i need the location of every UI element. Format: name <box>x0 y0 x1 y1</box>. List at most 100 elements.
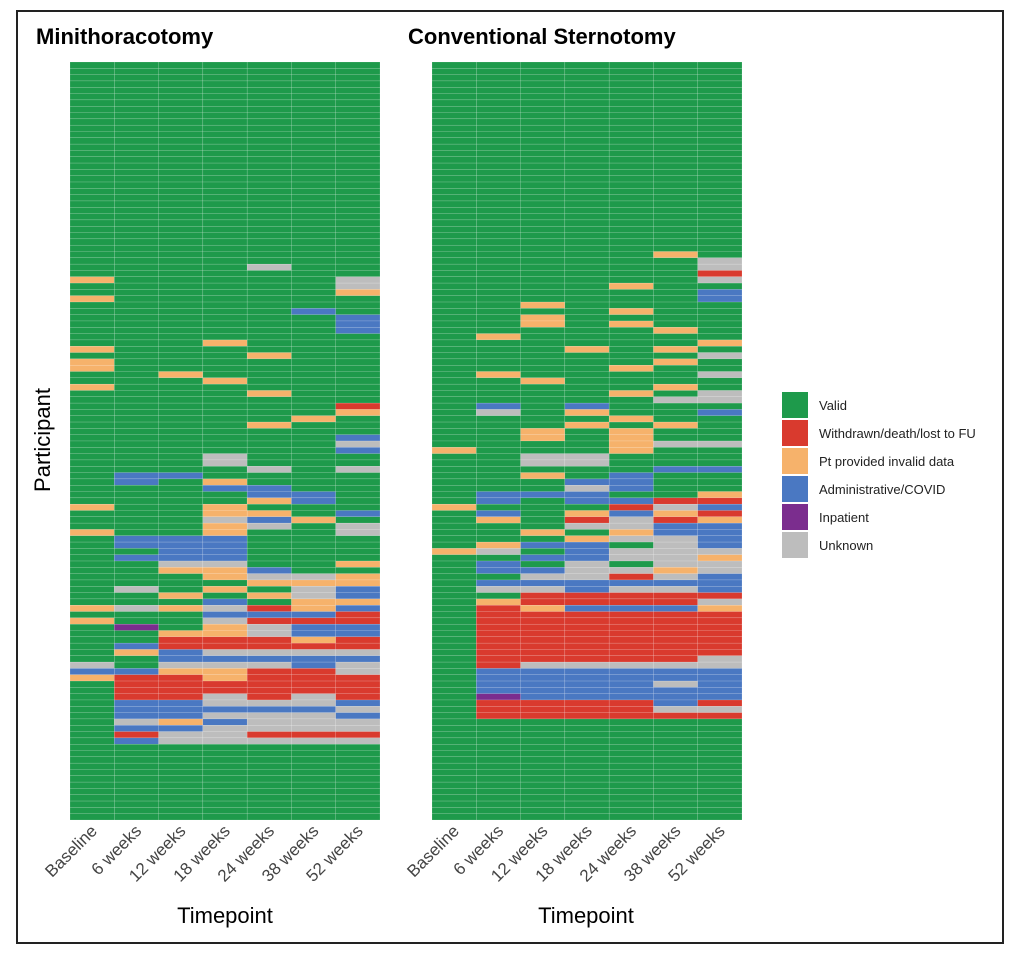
heatmap-cell <box>291 99 336 107</box>
heatmap-cell <box>431 200 477 208</box>
heatmap-cell <box>697 251 743 259</box>
heatmap-cell <box>608 617 654 625</box>
heatmap-cell <box>69 655 115 663</box>
heatmap-cell <box>246 232 292 240</box>
heatmap-cell <box>476 409 521 416</box>
heatmap-cell <box>564 503 610 511</box>
heatmap-cell <box>608 68 654 75</box>
heatmap-cell <box>520 162 566 170</box>
heatmap-cell <box>697 731 743 739</box>
heatmap-cell <box>114 623 159 631</box>
heatmap-cell <box>114 358 159 366</box>
heatmap-cell <box>114 244 159 252</box>
heatmap-cell <box>246 270 292 277</box>
heatmap-cell <box>476 567 521 574</box>
heatmap-cell <box>431 693 477 701</box>
heatmap-cell <box>291 459 336 467</box>
heatmap-cell <box>476 586 521 593</box>
heatmap-cell <box>476 421 521 429</box>
heatmap-cell <box>697 674 743 682</box>
heatmap-cell <box>335 459 381 467</box>
heatmap-cell <box>202 396 248 404</box>
heatmap-cell <box>202 415 248 423</box>
heatmap-cell <box>653 548 698 555</box>
heatmap-cell <box>158 99 204 107</box>
heatmap-cell <box>69 415 115 423</box>
heatmap-cell <box>114 579 159 587</box>
heatmap-cell <box>69 314 115 322</box>
heatmap-cell <box>246 579 292 587</box>
heatmap-cell <box>431 497 477 505</box>
heatmap-cell <box>564 383 610 391</box>
heatmap-cell <box>564 655 610 663</box>
heatmap-cell <box>564 744 610 751</box>
heatmap-cell <box>114 99 159 107</box>
heatmap-cell <box>608 74 654 82</box>
heatmap-cell <box>653 744 698 751</box>
heatmap-cell <box>69 93 115 101</box>
heatmap-cell <box>158 718 204 726</box>
heatmap-cell <box>608 99 654 107</box>
heatmap-cell <box>114 756 159 764</box>
heatmap-cell <box>158 428 204 435</box>
heatmap-cell <box>69 750 115 758</box>
heatmap-cell <box>246 276 292 284</box>
heatmap-cell <box>564 295 610 303</box>
legend-swatch <box>782 532 808 558</box>
heatmap-cell <box>520 320 566 328</box>
heatmap-cell <box>431 289 477 296</box>
heatmap-cell <box>69 611 115 619</box>
heatmap-cell <box>246 649 292 656</box>
heatmap-cell <box>69 453 115 461</box>
heatmap-cell <box>335 472 381 480</box>
heatmap-cell <box>564 270 610 277</box>
heatmap-cell <box>608 80 654 88</box>
legend-swatch <box>782 476 808 502</box>
heatmap-cell <box>520 80 566 88</box>
heatmap-cell <box>291 529 336 536</box>
heatmap-cell <box>476 390 521 397</box>
heatmap-cell <box>697 396 743 404</box>
heatmap-cell <box>69 352 115 360</box>
heatmap-cell <box>291 611 336 619</box>
heatmap-cell <box>69 598 115 606</box>
heatmap-cell <box>69 503 115 511</box>
heatmap-cell <box>114 687 159 694</box>
heatmap-cell <box>431 434 477 442</box>
heatmap-cell <box>431 668 477 675</box>
heatmap-cell <box>697 497 743 505</box>
heatmap-cell <box>158 270 204 277</box>
heatmap-cell <box>564 257 610 265</box>
heatmap-cell <box>246 718 292 726</box>
heatmap-cell <box>431 611 477 619</box>
heatmap-cell <box>291 80 336 88</box>
heatmap-cell <box>69 712 115 720</box>
heatmap-cell <box>608 327 654 334</box>
heatmap-cell <box>69 421 115 429</box>
heatmap-cell <box>114 390 159 397</box>
heatmap-cell <box>608 592 654 600</box>
heatmap-cell <box>431 598 477 606</box>
heatmap-cell <box>291 491 336 499</box>
heatmap-cell <box>608 605 654 612</box>
heatmap-cell <box>476 579 521 587</box>
heatmap-cell <box>431 554 477 562</box>
heatmap-cell <box>431 421 477 429</box>
heatmap-cell <box>608 769 654 776</box>
heatmap-cell <box>653 181 698 189</box>
heatmap-cell <box>476 781 521 789</box>
heatmap-cell <box>608 503 654 511</box>
heatmap-cell <box>114 567 159 574</box>
heatmap-cell <box>653 396 698 404</box>
heatmap-cell <box>246 680 292 688</box>
heatmap-cell <box>114 289 159 296</box>
heatmap-cell <box>335 554 381 562</box>
heatmap-cell <box>697 213 743 221</box>
heatmap-cell <box>158 87 204 94</box>
heatmap-cell <box>520 497 566 505</box>
heatmap-cell <box>202 156 248 164</box>
heatmap-cell <box>202 649 248 656</box>
heatmap-cell <box>69 87 115 94</box>
heatmap-cell <box>564 661 610 669</box>
heatmap-cell <box>697 244 743 252</box>
